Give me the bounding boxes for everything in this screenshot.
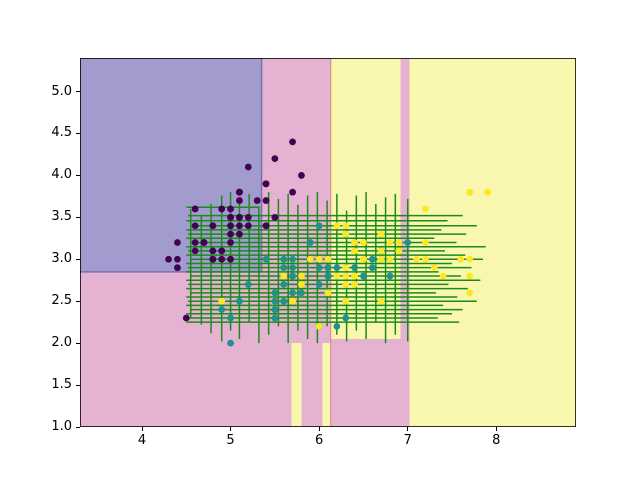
x-tick-mark <box>407 427 409 431</box>
y-tick-mark <box>76 342 80 344</box>
y-tick-label: 5.0 <box>51 83 72 99</box>
x-tick-mark <box>495 427 497 431</box>
y-tick-label: 3.5 <box>51 209 72 225</box>
x-tick-mark <box>141 427 143 431</box>
plot-area <box>80 58 576 427</box>
axes-spines <box>80 58 576 427</box>
y-tick-mark <box>76 132 80 134</box>
y-tick-label: 4.0 <box>51 167 72 183</box>
x-tick-label: 4 <box>137 433 147 448</box>
y-tick-mark <box>76 426 80 428</box>
y-tick-label: 3.0 <box>51 251 72 267</box>
y-tick-label: 1.5 <box>51 377 72 393</box>
y-tick-mark <box>76 384 80 386</box>
scatter-points <box>165 138 491 347</box>
y-tick-mark <box>76 300 80 302</box>
x-tick-label: 7 <box>403 433 412 448</box>
x-tick-label: 6 <box>315 433 324 448</box>
decision-surface-chart <box>80 58 576 427</box>
x-tick-label: 8 <box>492 433 501 448</box>
x-tick-label: 5 <box>226 433 235 448</box>
series-virginica <box>218 188 491 330</box>
y-tick-mark <box>76 174 80 176</box>
y-tick-label: 1.0 <box>51 419 72 434</box>
x-tick-mark <box>318 427 320 431</box>
y-tick-label: 2.0 <box>51 335 72 351</box>
y-tick-mark <box>76 91 80 93</box>
y-tick-mark <box>76 258 80 260</box>
y-tick-mark <box>76 216 80 218</box>
series-setosa <box>165 138 305 322</box>
y-tick-label: 2.5 <box>51 293 72 309</box>
x-tick-mark <box>230 427 232 431</box>
y-tick-label: 4.5 <box>51 125 72 141</box>
